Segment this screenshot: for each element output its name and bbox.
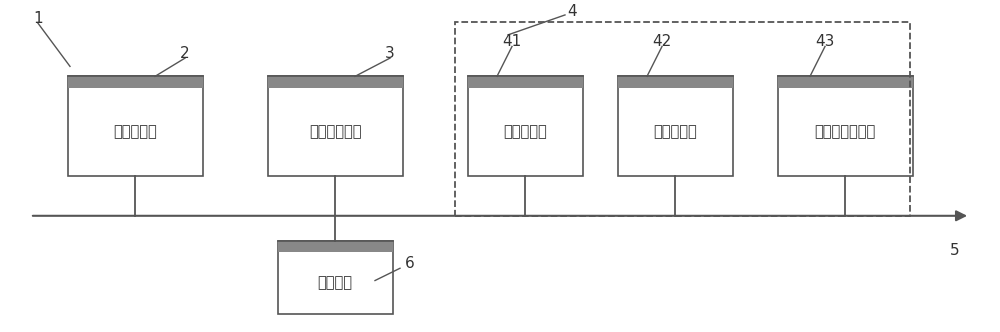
Text: 5: 5 bbox=[950, 243, 960, 258]
Text: 高压空调器: 高压空调器 bbox=[503, 124, 547, 139]
Bar bbox=[278, 241, 392, 252]
Text: 3: 3 bbox=[385, 45, 395, 61]
Text: 43: 43 bbox=[815, 34, 835, 49]
Bar bbox=[68, 76, 202, 88]
Text: 电池管理系统: 电池管理系统 bbox=[309, 124, 361, 139]
Text: 4: 4 bbox=[567, 4, 577, 19]
Bar bbox=[268, 76, 402, 88]
Text: 驱动电机: 驱动电机 bbox=[318, 276, 352, 290]
Bar bbox=[778, 76, 912, 88]
Bar bbox=[268, 76, 402, 176]
Text: 1: 1 bbox=[33, 11, 43, 26]
Text: 直流电压转化器: 直流电压转化器 bbox=[814, 124, 876, 139]
Bar bbox=[618, 76, 732, 88]
Text: 6: 6 bbox=[405, 256, 415, 272]
Text: 41: 41 bbox=[502, 34, 522, 49]
Bar bbox=[778, 76, 912, 176]
Bar bbox=[455, 22, 910, 216]
Text: 42: 42 bbox=[652, 34, 672, 49]
Text: 整车控制器: 整车控制器 bbox=[113, 124, 157, 139]
Bar bbox=[68, 76, 202, 176]
Bar bbox=[468, 76, 582, 88]
Bar bbox=[468, 76, 582, 176]
Bar bbox=[278, 241, 392, 314]
Text: 电池加热器: 电池加热器 bbox=[653, 124, 697, 139]
Bar bbox=[618, 76, 732, 176]
Text: 2: 2 bbox=[180, 45, 190, 61]
